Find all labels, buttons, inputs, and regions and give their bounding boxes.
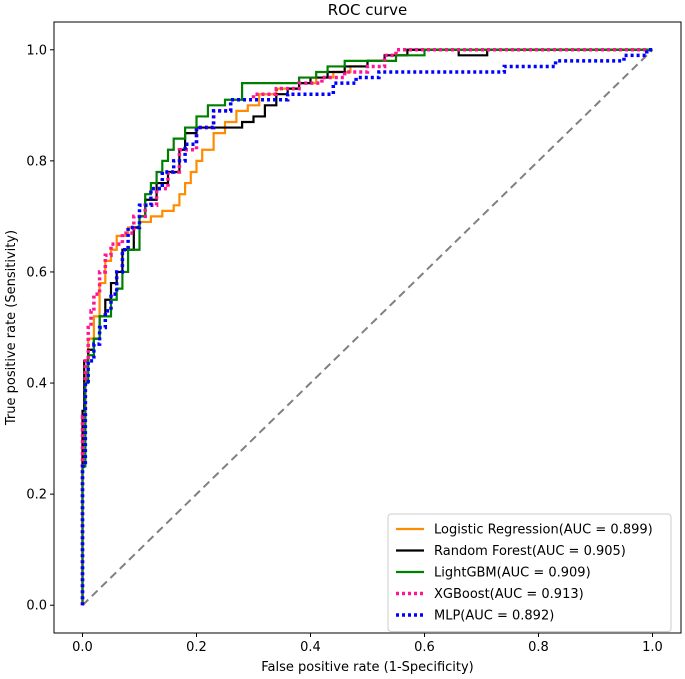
x-tick-label: 0.6: [414, 640, 435, 655]
y-tick-label: 0.2: [26, 488, 47, 503]
y-tick-label: 0.4: [26, 377, 47, 392]
y-tick-label: 1.0: [26, 43, 47, 58]
x-axis-label: False positive rate (1-Specificity): [261, 660, 474, 675]
y-tick-label: 0.8: [26, 154, 47, 169]
legend-entry-label: XGBoost(AUC = 0.913): [434, 587, 584, 602]
legend-entry-label: MLP(AUC = 0.892): [434, 609, 554, 624]
series-line-4: [80, 48, 653, 606]
legend-box: [387, 513, 672, 632]
y-tick-label: 0.0: [26, 599, 47, 614]
chart-title: ROC curve: [328, 1, 408, 19]
axis-ticks: 0.0 0.2 0.4 0.6 0.8 1.0 0.0 0.2 0.4 0.6 0.8 1.0: [26, 43, 663, 655]
x-tick-label: 0.8: [528, 640, 549, 655]
x-tick-label: 0.4: [300, 640, 321, 655]
legend: Logistic Regression(AUC = 0.899) Random F…: [387, 513, 672, 632]
diagonal-reference-line: [81, 49, 654, 606]
y-tick-label: 0.6: [26, 265, 47, 280]
plot-area: [80, 48, 654, 606]
series-line-2: [81, 48, 653, 606]
x-tick-label: 0.2: [186, 640, 207, 655]
y-axis-label: True positive rate (Sensitivity): [4, 230, 19, 426]
plot-frame: [53, 21, 682, 634]
legend-entry-label: LightGBM(AUC = 0.909): [434, 566, 591, 581]
legend-entry-label: Logistic Regression(AUC = 0.899): [434, 523, 653, 538]
x-tick-label: 1.0: [642, 640, 663, 655]
legend-entry-label: Random Forest(AUC = 0.905): [434, 544, 626, 559]
x-tick-label: 0.0: [72, 640, 93, 655]
